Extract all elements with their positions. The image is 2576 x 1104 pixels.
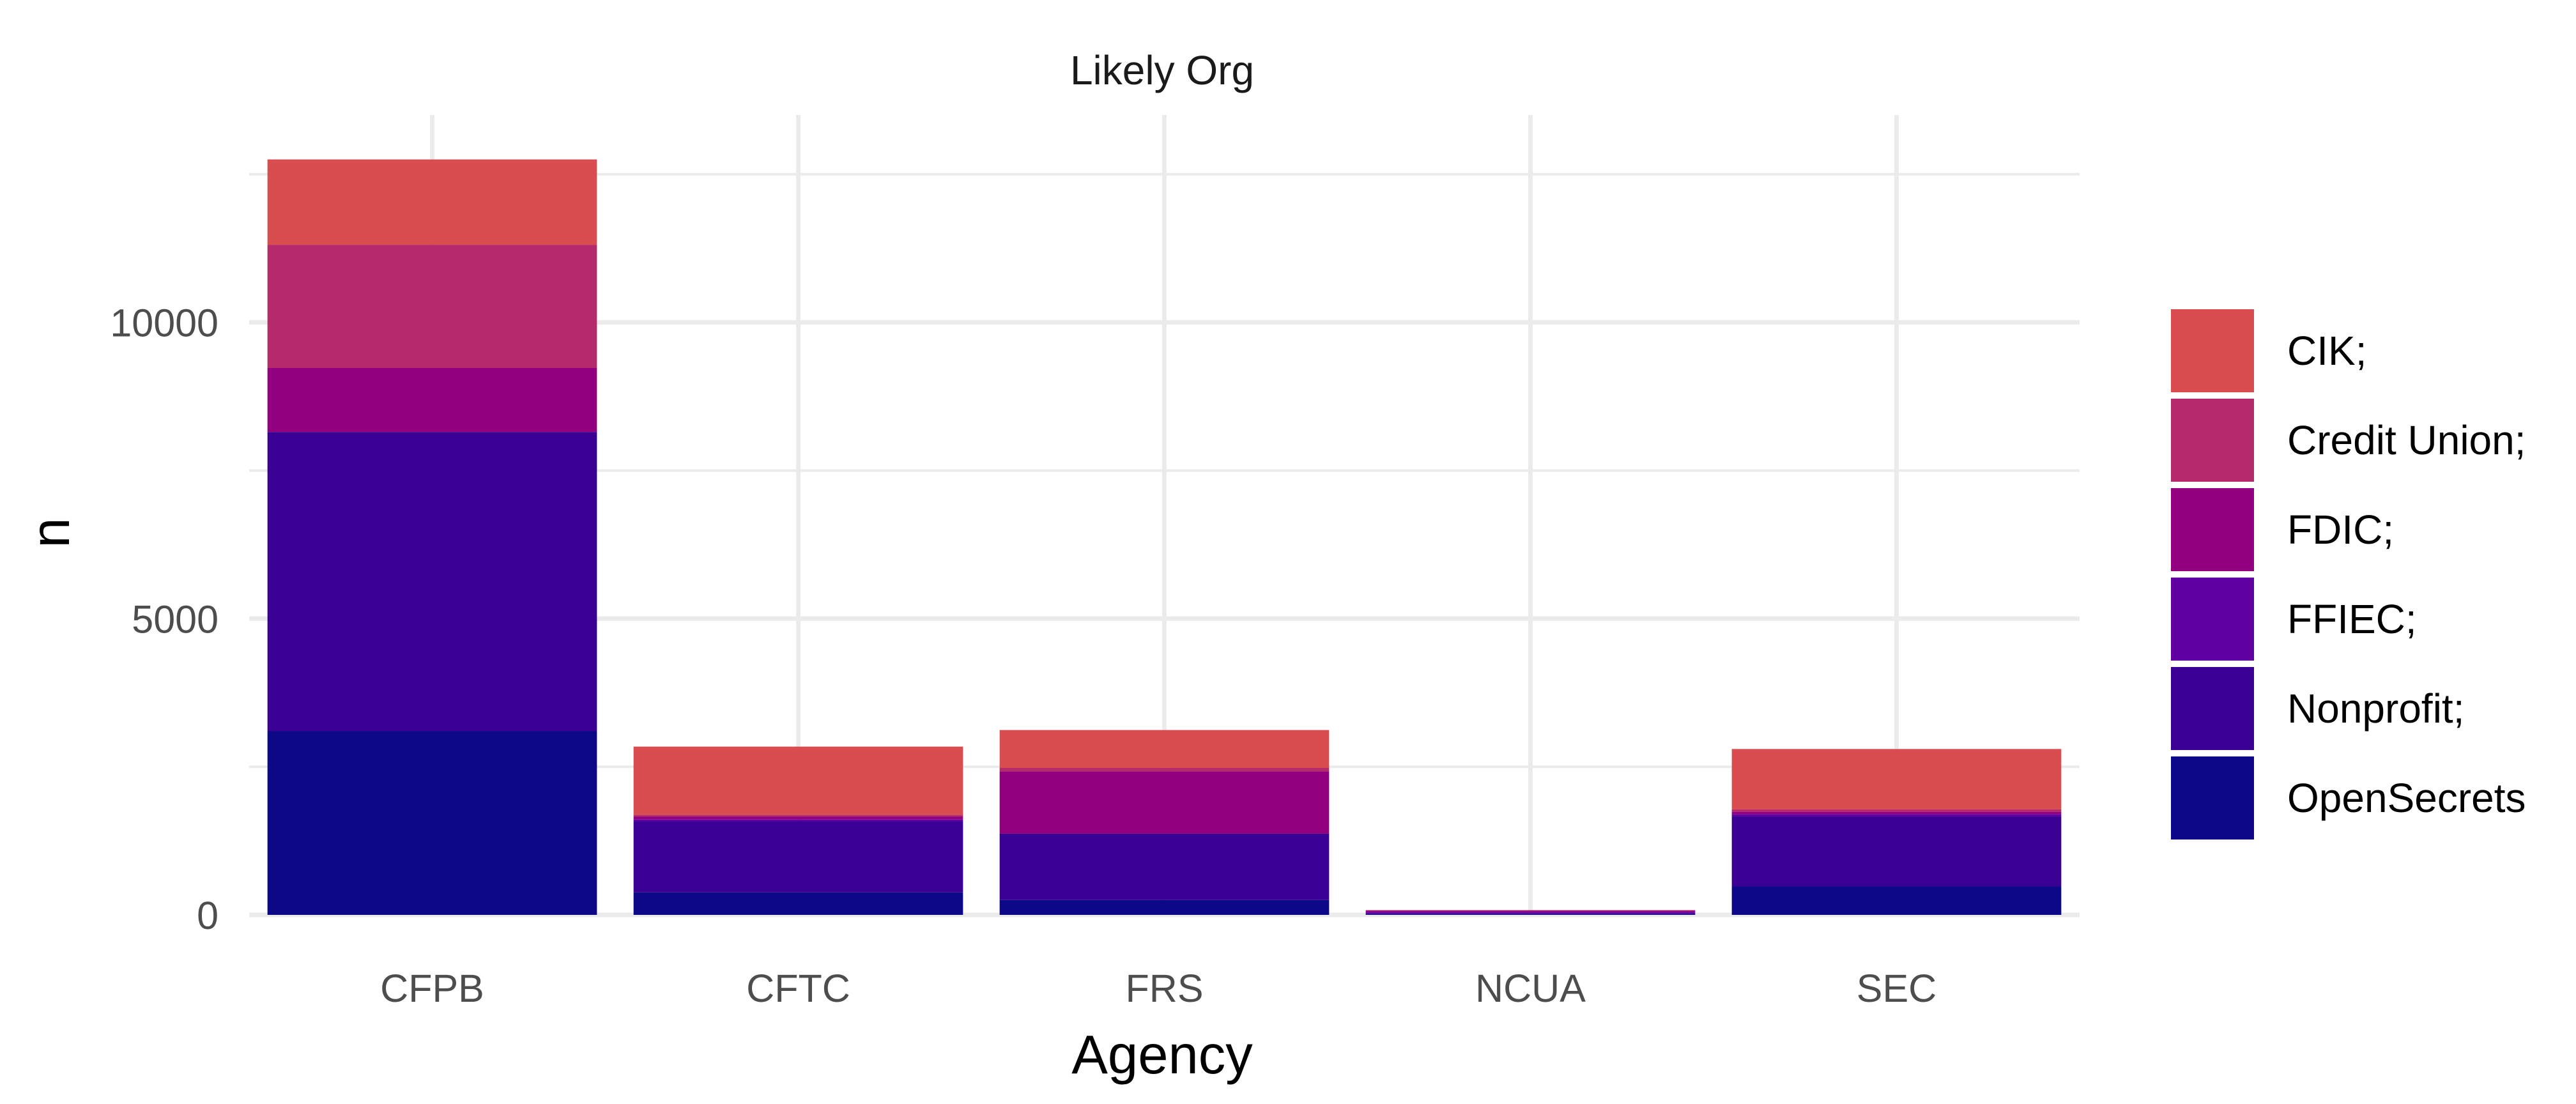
bar-sec-cik: [1731, 749, 2062, 809]
legend-key: [2171, 309, 2254, 392]
legend-label: FFIEC;: [2287, 596, 2417, 642]
bar-cfpb-opensecrets: [267, 731, 597, 915]
legend-key: [2171, 756, 2254, 839]
bar-ncua-credit-union: [1365, 910, 1696, 911]
x-axis-title: Agency: [1071, 1025, 1253, 1085]
bars: [267, 159, 2062, 915]
legend-label: Credit Union;: [2287, 417, 2526, 463]
bar-cftc-cik: [633, 746, 963, 815]
legend-key: [2171, 578, 2254, 661]
legend-key: [2171, 488, 2254, 571]
bar-cftc-nonprofit: [633, 821, 963, 893]
y-tick-label: 5000: [132, 597, 218, 641]
bar-frs-opensecrets: [999, 900, 1330, 915]
bar-frs-cik: [999, 730, 1330, 769]
legend-label: FDIC;: [2287, 507, 2394, 553]
bar-cftc-opensecrets: [633, 892, 963, 915]
bar-sec-nonprofit: [1731, 816, 2062, 887]
legend-label: Nonprofit;: [2287, 686, 2464, 732]
bar-sec-ffiec: [1731, 814, 2062, 817]
y-tick-label: 0: [197, 894, 218, 937]
bar-frs-credit-union: [999, 768, 1330, 772]
y-tick-label: 10000: [110, 302, 218, 345]
bar-frs-nonprofit: [999, 833, 1330, 900]
x-tick-label: CFPB: [380, 967, 484, 1010]
bar-cftc-credit-union: [633, 815, 963, 817]
bar-ncua-fdic: [1365, 910, 1696, 912]
bar-ncua-ffiec: [1365, 912, 1696, 914]
bar-sec-opensecrets: [1731, 886, 2062, 915]
bar-sec-credit-union: [1731, 809, 2062, 812]
bar-cfpb-cik: [267, 159, 597, 245]
bar-sec-fdic: [1731, 811, 2062, 815]
bar-ncua-nonprofit: [1365, 913, 1696, 915]
x-tick-label: NCUA: [1475, 967, 1586, 1010]
bar-cftc-ffiec: [633, 819, 963, 822]
y-axis-title: n: [20, 518, 81, 548]
legend-key: [2171, 667, 2254, 750]
axes: 0 5000 10000 CFPB CFTC FRS NCUA SEC: [110, 302, 1936, 1010]
legend-key: [2171, 399, 2254, 482]
bar-frs-fdic: [999, 771, 1330, 834]
bar-cftc-fdic: [633, 816, 963, 820]
bar-cfpb-fdic: [267, 368, 597, 433]
x-tick-label: SEC: [1857, 967, 1936, 1010]
legend: CIK; Credit Union; FDIC; FFIEC; Nonprofit; Op…: [2171, 309, 2526, 839]
facet-title: Likely Org: [1070, 47, 1254, 93]
bar-cfpb-credit-union: [267, 245, 597, 369]
x-tick-label: CFTC: [746, 967, 850, 1010]
bar-cfpb-nonprofit: [267, 432, 597, 732]
legend-label: OpenSecrets: [2287, 775, 2526, 821]
bar-ncua-opensecrets: [1365, 914, 1696, 915]
legend-label: CIK;: [2287, 328, 2366, 374]
x-tick-label: FRS: [1126, 967, 1204, 1010]
